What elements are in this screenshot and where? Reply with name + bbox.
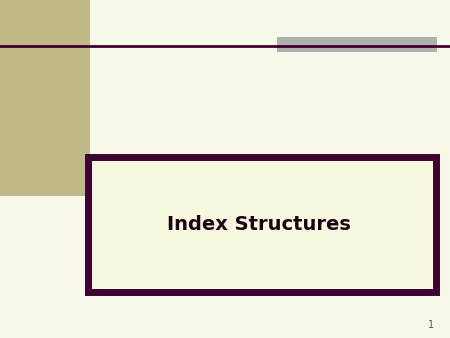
Bar [88,157,436,292]
Bar [277,37,436,52]
Text: 1: 1 [428,319,434,330]
Bar [0,0,90,196]
Text: Index Structures: Index Structures [167,215,351,234]
